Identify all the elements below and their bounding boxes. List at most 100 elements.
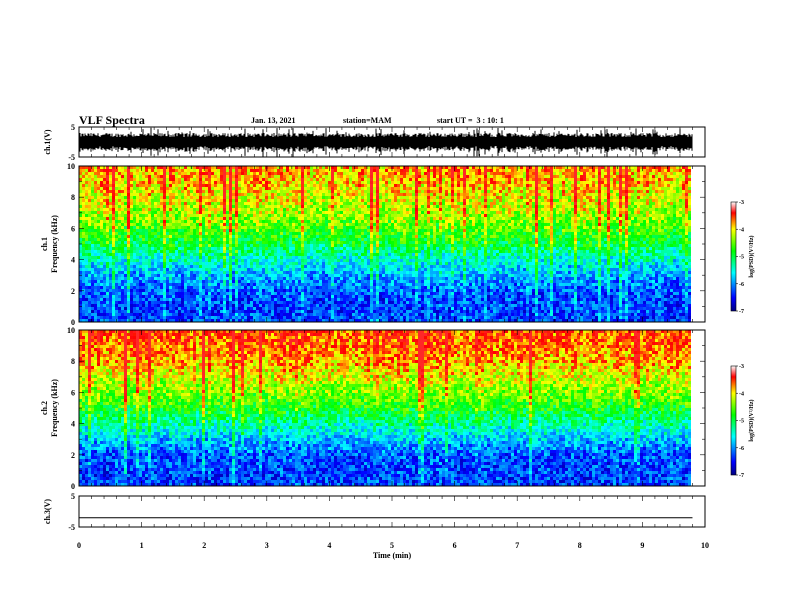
spectrogram-cell bbox=[319, 214, 322, 217]
spectrogram-cell bbox=[571, 220, 574, 223]
spectrogram-cell bbox=[427, 217, 430, 220]
spectrogram-cell bbox=[580, 220, 583, 223]
spectrogram-cell bbox=[253, 178, 256, 181]
spectrogram-cell bbox=[391, 178, 394, 181]
spectrogram-cell bbox=[118, 187, 121, 190]
spectrogram-cell bbox=[535, 172, 538, 175]
spectrogram-cell bbox=[412, 184, 415, 187]
spectrogram-cell bbox=[130, 202, 133, 205]
spectrogram-cell bbox=[478, 205, 481, 208]
spectrogram-cell bbox=[346, 175, 349, 178]
spectrogram-cell bbox=[298, 166, 301, 169]
spectrogram-cell bbox=[631, 169, 634, 172]
spectrogram-cell bbox=[172, 184, 175, 187]
spectrogram-cell bbox=[481, 199, 484, 202]
spectrogram-cell bbox=[382, 181, 385, 184]
spectrogram-cell bbox=[361, 214, 364, 217]
spectrogram-cell bbox=[136, 223, 139, 226]
spectrogram-cell bbox=[616, 190, 619, 193]
spectrogram-cell bbox=[193, 223, 196, 226]
spectrogram-cell bbox=[406, 205, 409, 208]
spectrogram-cell bbox=[622, 232, 625, 235]
spectrogram-cell bbox=[544, 208, 547, 211]
spectrogram-cell bbox=[556, 187, 559, 190]
spectrogram-cell bbox=[232, 214, 235, 217]
spectrogram-cell bbox=[601, 229, 604, 232]
spectrogram-cell bbox=[565, 166, 568, 169]
spectrogram-cell bbox=[499, 169, 502, 172]
spectrogram-cell bbox=[607, 193, 610, 196]
spectrogram-cell bbox=[412, 169, 415, 172]
spectrogram-cell bbox=[274, 199, 277, 202]
spectrogram-cell bbox=[328, 172, 331, 175]
spectrogram-cell bbox=[520, 169, 523, 172]
spectrogram-cell bbox=[286, 190, 289, 193]
spectrogram-cell bbox=[637, 217, 640, 220]
spectrogram-cell bbox=[610, 166, 613, 169]
spectrogram-cell bbox=[325, 193, 328, 196]
spectrogram-cell bbox=[370, 235, 373, 238]
spectrogram-cell bbox=[556, 172, 559, 175]
spectrogram-cell bbox=[127, 226, 130, 229]
spectrogram-cell bbox=[280, 205, 283, 208]
spectrogram-cell bbox=[94, 229, 97, 232]
spectrogram-cell bbox=[124, 208, 127, 211]
spectrogram-cell bbox=[193, 238, 196, 241]
spectrogram-cell bbox=[319, 196, 322, 199]
spectrogram-cell bbox=[88, 217, 91, 220]
spectrogram-cell bbox=[562, 190, 565, 193]
spectrogram-cell bbox=[262, 169, 265, 172]
spectrogram-cell bbox=[145, 175, 148, 178]
spectrogram-cell bbox=[613, 202, 616, 205]
spectrogram-cell bbox=[412, 199, 415, 202]
spectrogram-cell bbox=[166, 229, 169, 232]
spectrogram-cell bbox=[391, 205, 394, 208]
spectrogram-cell bbox=[511, 205, 514, 208]
spectrogram-cell bbox=[652, 217, 655, 220]
spectrogram-cell bbox=[166, 187, 169, 190]
spectrogram-cell bbox=[319, 211, 322, 214]
spectrogram-cell bbox=[580, 217, 583, 220]
spectrogram-cell bbox=[196, 187, 199, 190]
spectrogram-cell bbox=[349, 181, 352, 184]
spectrogram-cell bbox=[634, 208, 637, 211]
spectrogram-cell bbox=[403, 223, 406, 226]
spectrogram-cell bbox=[256, 172, 259, 175]
spectrogram-cell bbox=[415, 223, 418, 226]
spectrogram-cell bbox=[364, 220, 367, 223]
spectrogram-cell bbox=[172, 199, 175, 202]
spectrogram-cell bbox=[511, 181, 514, 184]
spectrogram-cell bbox=[349, 193, 352, 196]
spectrogram-cell bbox=[484, 184, 487, 187]
spectrogram-cell bbox=[616, 178, 619, 181]
spectrogram-cell bbox=[334, 223, 337, 226]
spectrogram-cell bbox=[637, 172, 640, 175]
spectrogram-cell bbox=[211, 199, 214, 202]
spectrogram-cell bbox=[466, 175, 469, 178]
spectrogram-cell bbox=[622, 169, 625, 172]
spectrogram-cell bbox=[175, 211, 178, 214]
spectrogram-cell bbox=[508, 184, 511, 187]
spectrogram-cell bbox=[115, 226, 118, 229]
spectrogram-cell bbox=[424, 205, 427, 208]
spectrogram-cell bbox=[475, 172, 478, 175]
spectrogram-cell bbox=[319, 172, 322, 175]
spectrogram-cell bbox=[316, 232, 319, 235]
spectrogram-cell bbox=[313, 175, 316, 178]
spectrogram-cell bbox=[445, 178, 448, 181]
spectrogram-cell bbox=[559, 190, 562, 193]
spectrogram-cell bbox=[454, 166, 457, 169]
spectrogram-cell bbox=[169, 214, 172, 217]
spectrogram-cell bbox=[229, 226, 232, 229]
spectrogram-cell bbox=[448, 232, 451, 235]
spectrogram-cell bbox=[427, 220, 430, 223]
spectrogram-cell bbox=[160, 175, 163, 178]
spectrogram-cell bbox=[307, 211, 310, 214]
spectrogram-cell bbox=[562, 175, 565, 178]
spectrogram-cell bbox=[217, 166, 220, 169]
spectrogram-cell bbox=[184, 199, 187, 202]
spectrogram-cell bbox=[475, 175, 478, 178]
spectrogram-cell bbox=[589, 217, 592, 220]
spectrogram-cell bbox=[244, 226, 247, 229]
spectrogram-cell bbox=[148, 226, 151, 229]
